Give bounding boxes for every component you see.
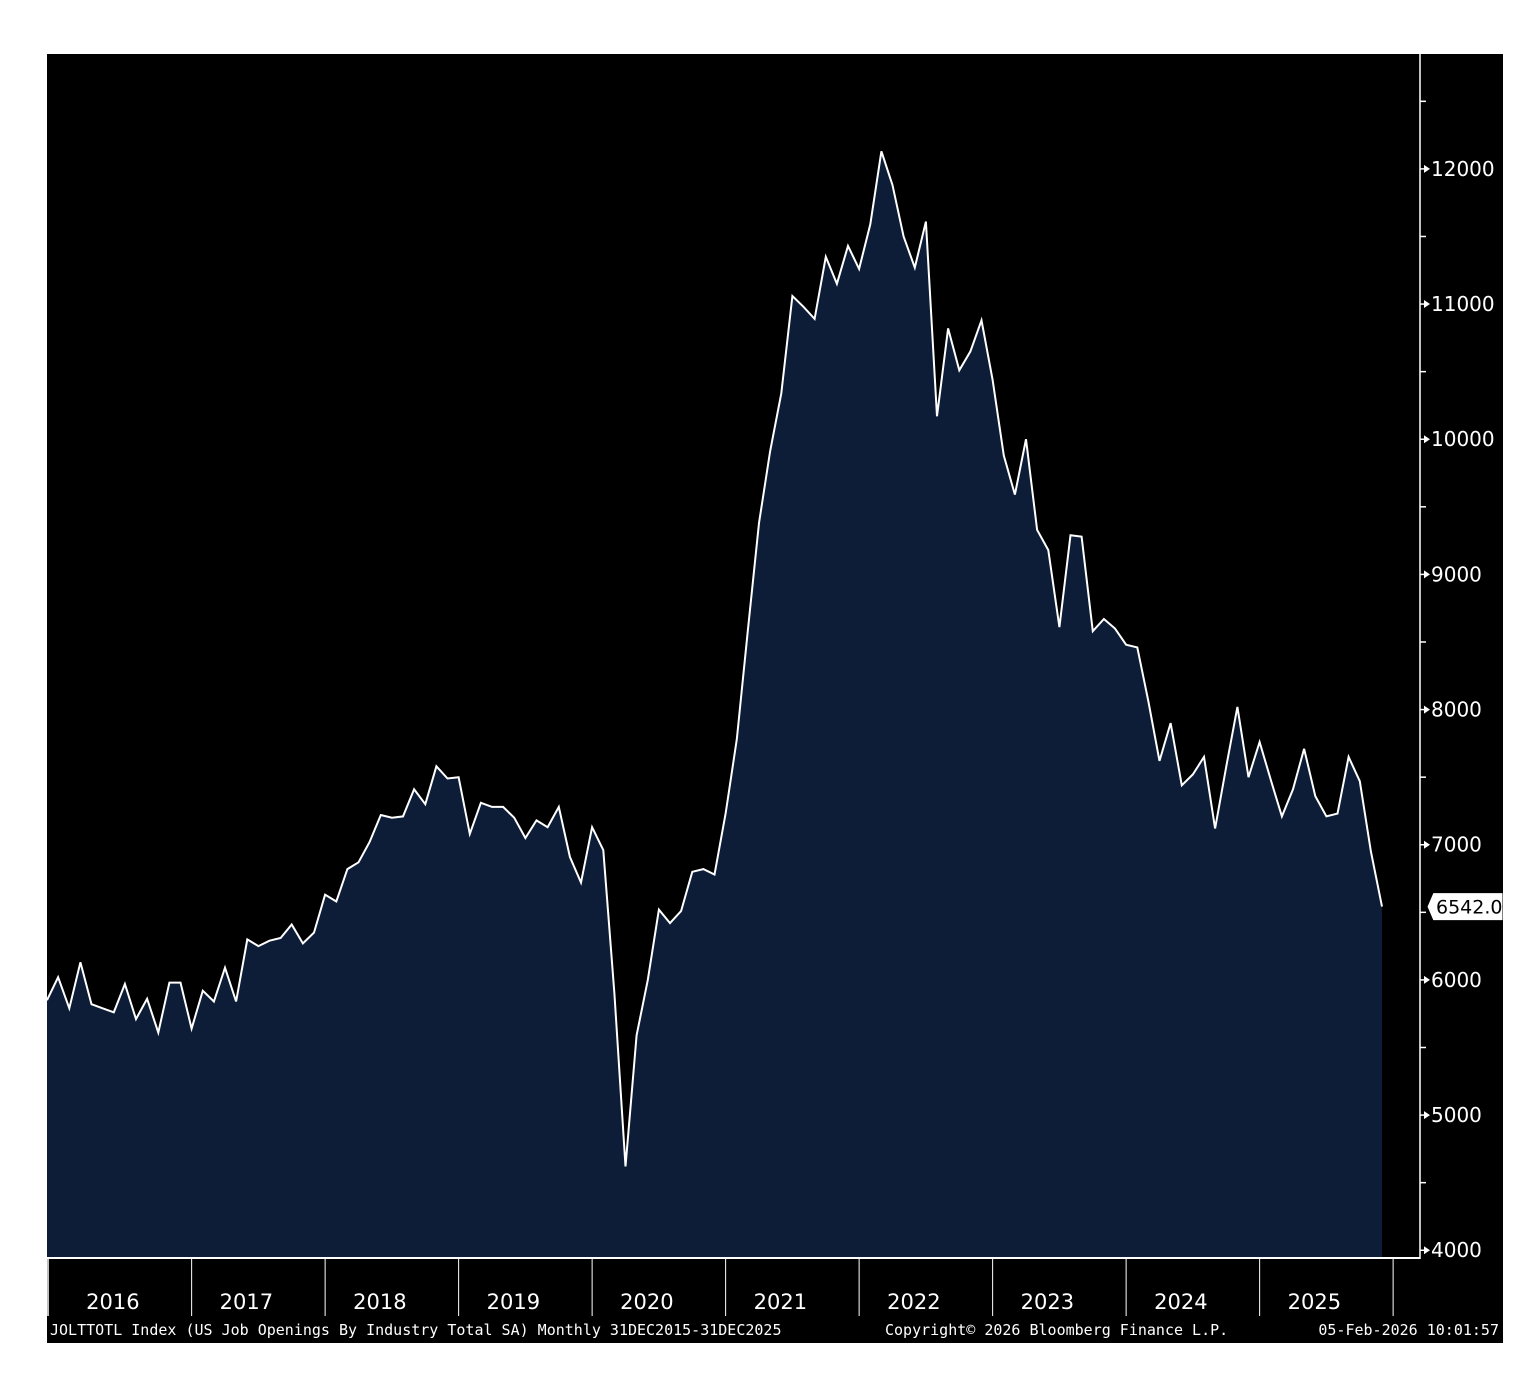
x-year-label: 2017 xyxy=(220,1290,273,1314)
footer-copyright: Copyright© 2026 Bloomberg Finance L.P. xyxy=(885,1321,1229,1339)
chart-footer: JOLTTOTL Index (US Job Openings By Indus… xyxy=(47,1318,1503,1343)
y-tick-pointer xyxy=(1424,570,1430,579)
x-year-label: 2020 xyxy=(620,1290,673,1314)
y-tick-pointer xyxy=(1424,975,1430,984)
x-year-label: 2016 xyxy=(86,1290,139,1314)
footer-timestamp: 05-Feb-2026 10:01:57 xyxy=(1318,1321,1499,1339)
tick-layer: 4000 5000 6000 7000 8000 9000 10000 11000 12000 xyxy=(1420,100,1495,1262)
x-year-label: 2025 xyxy=(1288,1290,1341,1314)
year-layer: 2016 2017 2018 2019 2020 2021 2022 2023 2024 2025 xyxy=(47,1259,1394,1316)
y-tick-label: 8000 xyxy=(1431,698,1482,722)
last-value-label: 6542.0 xyxy=(1436,897,1502,919)
chart-panel: 4000 5000 6000 7000 8000 9000 10000 11000 12000 … xyxy=(47,54,1503,1343)
y-tick-label: 4000 xyxy=(1431,1238,1482,1262)
label-layer: 6542.0 xyxy=(1426,892,1503,922)
y-tick-pointer xyxy=(1424,300,1430,309)
y-tick-label: 12000 xyxy=(1431,157,1495,181)
x-year-label: 2021 xyxy=(754,1290,807,1314)
y-tick-pointer xyxy=(1424,840,1430,849)
x-year-label: 2022 xyxy=(887,1290,940,1314)
y-tick-pointer xyxy=(1424,1111,1430,1120)
x-year-label: 2023 xyxy=(1021,1290,1074,1314)
y-tick-label: 7000 xyxy=(1431,833,1482,857)
y-tick-pointer xyxy=(1424,435,1430,444)
y-tick-pointer xyxy=(1424,1246,1430,1255)
x-year-label: 2019 xyxy=(487,1290,540,1314)
last-value-callout xyxy=(1426,892,1503,922)
y-tick-pointer xyxy=(1424,705,1430,714)
y-tick-label: 11000 xyxy=(1431,292,1495,316)
x-year-label: 2024 xyxy=(1154,1290,1207,1314)
job-openings-chart: 400050006000700080009000100001100012000 … xyxy=(47,54,1503,1316)
series-line xyxy=(47,150,1383,1167)
y-tick-pointer xyxy=(1424,164,1430,173)
series-area-fill xyxy=(47,151,1382,1257)
y-tick-label: 10000 xyxy=(1431,427,1495,451)
y-tick-label: 5000 xyxy=(1431,1103,1482,1127)
y-tick-label: 6000 xyxy=(1431,968,1482,992)
footer-index-description: JOLTTOTL Index (US Job Openings By Indus… xyxy=(50,1321,782,1339)
x-year-label: 2018 xyxy=(353,1290,406,1314)
axis-layer xyxy=(47,54,1421,1259)
area-layer xyxy=(47,150,1383,1257)
y-tick-label: 9000 xyxy=(1431,562,1482,586)
